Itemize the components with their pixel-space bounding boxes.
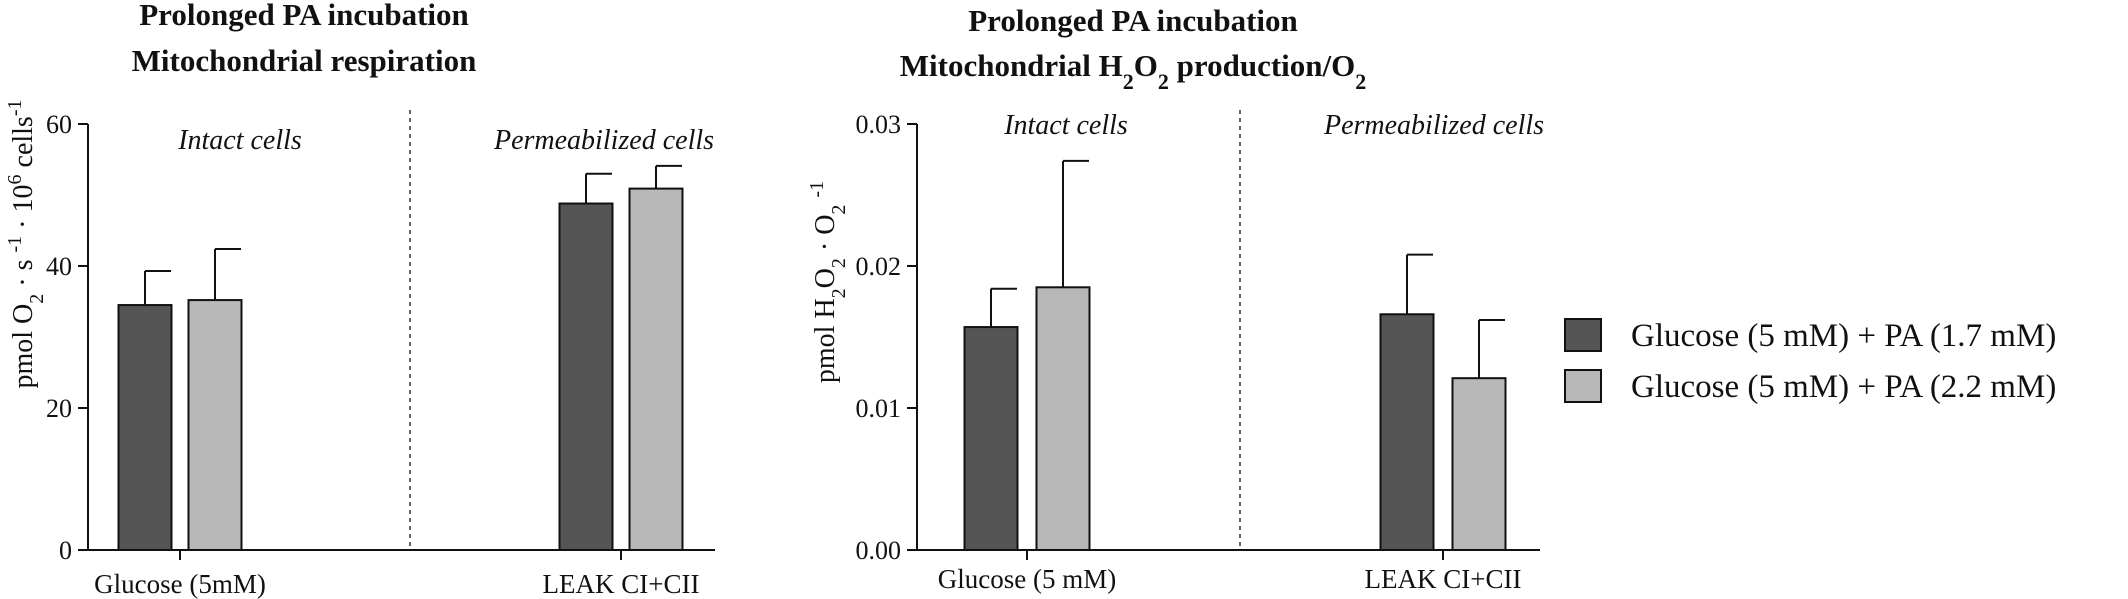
chart-2-bar-series-1-cat-2	[1379, 313, 1435, 551]
chart-2-y-tick-label: 0.00	[856, 536, 902, 565]
chart-1-bar-series-1-cat-1	[117, 304, 173, 551]
chart-2: Prolonged PA incubation Mitochondrial H2…	[806, 3, 1544, 594]
chart-1-title-line-2: Mitochondrial respiration	[132, 43, 477, 78]
chart-2-category-label-leak: LEAK CI+CII	[1365, 564, 1522, 594]
chart-2-bar-series-2-cat-2	[1451, 377, 1507, 551]
chart-1-category-label-leak: LEAK CI+CII	[543, 569, 700, 599]
chart-1-y-tick-label: 20	[46, 394, 72, 423]
chart-2-y-tick-label: 0.03	[856, 110, 902, 139]
chart-1-y-tick-label: 40	[46, 252, 72, 281]
chart-1-category-label-glucose: Glucose (5mM)	[94, 569, 266, 599]
legend-swatch-series-1	[1564, 318, 1602, 352]
legend-label-series-1: Glucose (5 mM) + PA (1.7 mM)	[1631, 318, 2056, 354]
chart-1-region-label-intact: Intact cells	[177, 125, 302, 156]
chart-1-plot-area: 0 20 40 60	[46, 110, 684, 565]
chart-2-region-label-intact: Intact cells	[1003, 110, 1128, 141]
chart-2-plot-area: 0.00 0.01 0.02 0.03	[856, 110, 1507, 565]
chart-2-bar-series-1-cat-1	[963, 326, 1019, 551]
chart-2-title-line-1: Prolonged PA incubation	[968, 3, 1298, 38]
chart-2-bar-series-2-cat-1	[1035, 286, 1091, 551]
chart-2-y-tick-label: 0.02	[856, 252, 902, 281]
chart-1-title-line-1: Prolonged PA incubation	[139, 0, 469, 32]
chart-1-bar-series-2-cat-2	[628, 187, 684, 552]
chart-1-y-tick-label: 0	[59, 536, 72, 565]
legend-label-series-2: Glucose (5 mM) + PA (2.2 mM)	[1631, 369, 2056, 405]
chart-2-title-line-2: Mitochondrial H2O2 production/O2	[900, 48, 1367, 94]
chart-1-y-axis-label: pmol O2 · s -1 · 106 cells-1	[4, 100, 48, 389]
chart-2-y-axis-label: pmol H2O2 · O2 -1	[806, 181, 850, 383]
chart-2-category-label-glucose: Glucose (5 mM)	[938, 564, 1116, 594]
chart-1-y-tick-label: 60	[46, 110, 72, 139]
chart-2-y-tick-label: 0.01	[856, 394, 902, 423]
chart-1: Prolonged PA incubation Mitochondrial re…	[4, 0, 715, 599]
legend: Glucose (5 mM) + PA (1.7 mM) Glucose (5 …	[1564, 318, 2056, 405]
chart-1-bar-series-1-cat-2	[558, 202, 614, 552]
legend-swatch-series-2	[1564, 369, 1602, 403]
chart-2-region-label-permeabilized: Permeabilized cells	[1323, 110, 1544, 141]
chart-1-region-label-permeabilized: Permeabilized cells	[493, 125, 714, 156]
chart-1-bar-series-2-cat-1	[187, 299, 243, 551]
